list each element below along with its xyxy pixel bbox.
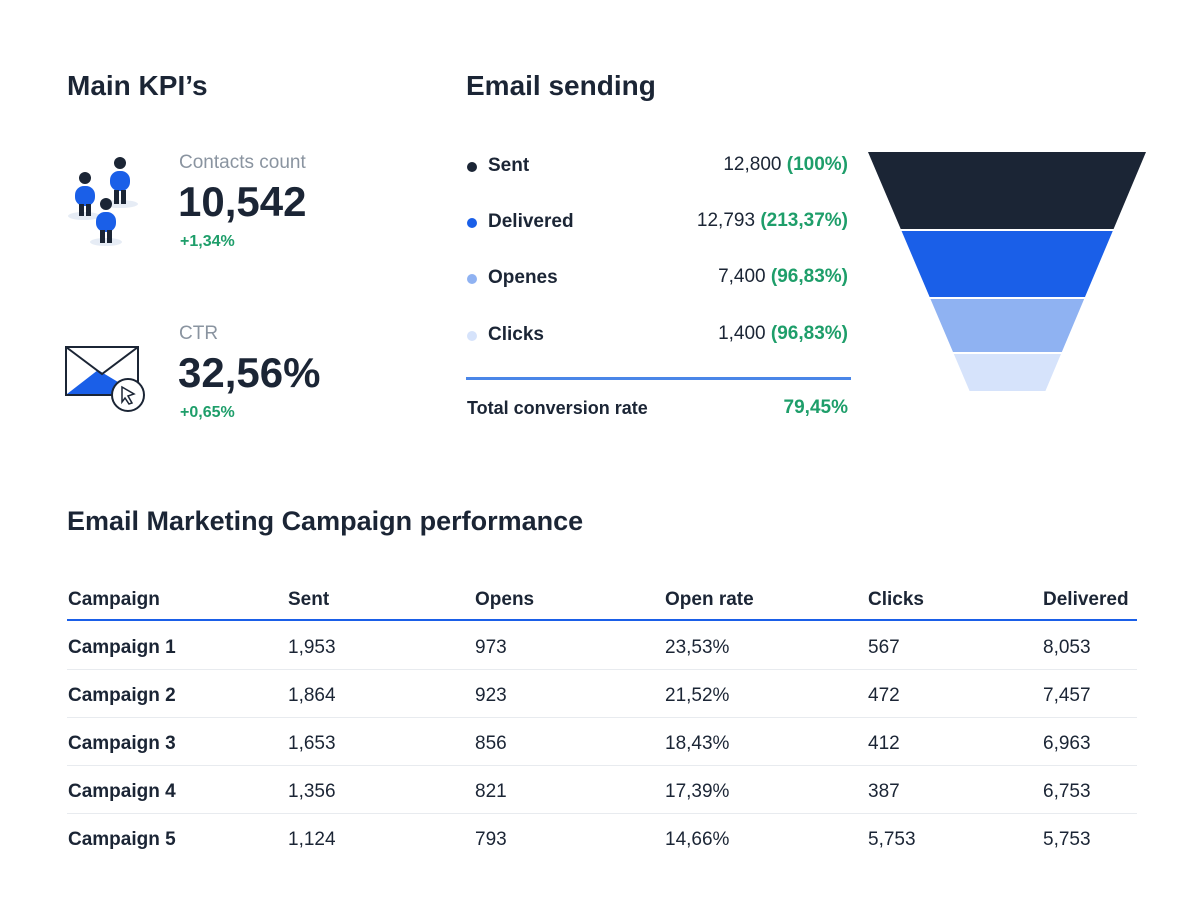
row-header: Campaign 1 [68,637,176,658]
envelope-icon [65,346,145,412]
row-rate: (96,83%) [770,323,848,344]
row-label: Sent [488,155,530,176]
row-rule [67,765,1137,766]
row-header: Campaign 2 [68,685,176,706]
funnel-segment [953,354,1061,391]
cell: 793 [475,829,507,850]
cell: 8,053 [1043,637,1091,658]
row-rule [67,717,1137,718]
row-header: Campaign 4 [68,781,176,802]
cell: 1,124 [288,829,336,850]
row-rule [67,813,1137,814]
cell: 567 [868,637,900,658]
cell: 821 [475,781,507,802]
legend-dot [467,274,477,284]
kpi-value: 10,542 [178,178,307,225]
cell: 923 [475,685,507,706]
funnel-segment [930,299,1085,352]
row-value: 1,400 [718,323,766,344]
cell: 387 [868,781,900,802]
row-label: Delivered [488,211,574,232]
row-rate: (213,37%) [760,210,848,231]
column-header: Opens [475,589,535,610]
kpi-change: +0,65% [180,404,235,421]
row-header: Campaign 3 [68,733,176,754]
row-rate: (100%) [786,154,848,175]
header-rule [67,619,1137,621]
funnel [868,152,1146,391]
cell: 1,356 [288,781,336,802]
column-header: Sent [288,589,330,610]
total-label: Total conversion rate [467,398,648,418]
cell: 14,66% [665,829,730,850]
row-value: 12,800 [723,154,782,175]
funnel-segment [901,231,1113,297]
cell: 23,53% [665,637,730,658]
cell: 412 [868,733,900,754]
cell: 18,43% [665,733,730,754]
cell: 5,753 [868,829,916,850]
cell: 973 [475,637,507,658]
contacts-icon [68,157,138,246]
cell: 5,753 [1043,829,1091,850]
row-label: Clicks [488,324,544,345]
row-label: Openes [488,267,558,288]
cell: 1,864 [288,685,336,706]
cell: 17,39% [665,781,730,802]
column-header: Delivered [1043,589,1129,610]
funnel-segment [868,152,1146,229]
total-value: 79,45% [783,397,848,418]
column-header: Clicks [868,589,924,610]
kpi-value: 32,56% [178,349,321,396]
row-value-group: 7,400 (96,83%) [718,266,848,288]
row-value: 12,793 [696,210,756,231]
row-value-group: 1,400 (96,83%) [718,323,848,345]
cell: 1,953 [288,637,336,658]
cell: 1,653 [288,733,336,754]
email-title: Email sending [466,70,656,101]
row-value-group: 12,793 (213,37%) [697,210,848,232]
kpi-label: Contacts count [179,152,306,173]
row-value: 7,400 [718,266,766,287]
legend-dot [467,218,477,228]
row-rate: (96,83%) [770,266,848,287]
column-header: Campaign [68,589,160,610]
cell: 856 [475,733,507,754]
table-title: Email Marketing Campaign performance [67,506,584,536]
row-rule [67,669,1137,670]
kpi-title: Main KPI’s [67,70,208,101]
cell: 7,457 [1043,685,1091,706]
cell: 6,753 [1043,781,1091,802]
cell: 6,963 [1043,733,1091,754]
column-header: Open rate [665,589,754,610]
kpi-label: CTR [179,323,219,344]
cell: 21,52% [665,685,730,706]
row-value-group: 12,800 (100%) [723,154,848,176]
legend-dot [467,331,477,341]
legend-dot [467,162,477,172]
cell: 472 [868,685,900,706]
divider [466,377,851,380]
row-header: Campaign 5 [68,829,176,850]
kpi-change: +1,34% [180,233,235,250]
